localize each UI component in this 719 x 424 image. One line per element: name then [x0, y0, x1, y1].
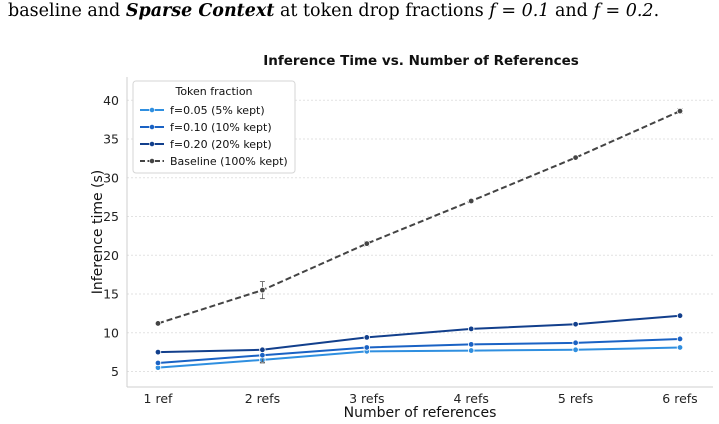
legend-swatch-marker-2 — [149, 124, 155, 130]
y-tick-15: 15 — [103, 287, 119, 302]
series-line-1 — [157, 346, 681, 369]
figure-caption: baseline and Sparse Context at token dro… — [8, 1, 660, 21]
chart-title: Inference Time vs. Number of References — [263, 53, 579, 69]
data-point — [468, 347, 475, 354]
y-axis-label: Inference time (s) — [90, 170, 106, 295]
legend-box — [132, 80, 296, 174]
legend-swatch-marker-3 — [149, 141, 155, 147]
x-tick-5: 5 refs — [558, 391, 593, 406]
data-point — [259, 346, 266, 353]
series-line-3 — [157, 314, 681, 354]
legend-swatch-marker-4 — [149, 158, 155, 164]
data-point — [676, 344, 684, 351]
series-4 — [154, 107, 684, 327]
series-line-4 — [157, 110, 681, 325]
x-tick-4: 4 refs — [453, 391, 488, 406]
data-point — [363, 240, 370, 247]
x-tick-2: 2 refs — [245, 391, 280, 406]
y-tick-35: 35 — [103, 132, 119, 147]
y-tick-10: 10 — [103, 325, 119, 340]
y-tick-20: 20 — [103, 248, 119, 263]
series-line-2 — [157, 337, 681, 364]
x-tick-labels: 1 ref 2 refs 3 refs 4 refs 5 refs 6 refs — [144, 391, 698, 406]
legend-label-3: f=0.20 (20% kept) — [170, 138, 272, 151]
data-point — [468, 197, 475, 205]
data-point — [676, 107, 684, 115]
legend-swatch-marker-1 — [149, 107, 155, 113]
data-point — [572, 339, 579, 347]
y-tick-40: 40 — [103, 93, 119, 108]
data-point — [363, 334, 370, 341]
data-point — [259, 352, 266, 359]
data-point — [572, 321, 579, 328]
x-tick-6: 6 refs — [662, 391, 697, 406]
data-point — [572, 346, 579, 353]
data-point — [676, 312, 684, 319]
data-point — [363, 344, 370, 351]
data-point — [468, 325, 475, 333]
data-point — [468, 341, 475, 348]
legend-title: Token fraction — [174, 85, 252, 98]
data-point — [676, 335, 684, 343]
legend: Token fraction f=0.05 (5% kept) f=0.10 (1… — [132, 80, 296, 174]
legend-label-1: f=0.05 (5% kept) — [170, 104, 265, 117]
series-lines — [154, 107, 684, 371]
y-tick-25: 25 — [103, 209, 119, 224]
x-axis-label: Number of references — [344, 405, 497, 421]
series-2 — [154, 335, 684, 367]
y-tick-labels: 5 10 15 20 25 30 35 40 — [103, 93, 119, 379]
y-tick-5: 5 — [111, 364, 119, 379]
legend-label-4: Baseline (100% kept) — [170, 155, 288, 168]
data-point — [154, 320, 162, 327]
data-point — [572, 154, 579, 161]
legend-label-2: f=0.10 (10% kept) — [170, 121, 272, 134]
x-tick-1: 1 ref — [144, 391, 173, 406]
x-tick-3: 3 refs — [349, 391, 384, 406]
data-point — [154, 359, 162, 367]
y-tick-30: 30 — [103, 170, 119, 185]
data-point — [259, 286, 266, 294]
data-point — [154, 348, 162, 356]
series-3 — [154, 312, 684, 356]
